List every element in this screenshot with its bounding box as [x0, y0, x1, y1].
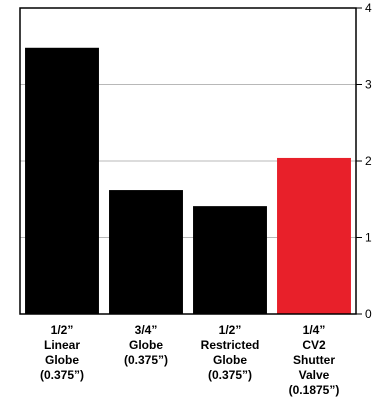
x-category-label: 1/4” CV2 Shutter Valve (0.1875”)	[289, 323, 340, 397]
x-category-label-line: Globe	[213, 353, 247, 367]
x-category-label-line: (0.375”)	[208, 368, 252, 382]
bars	[25, 47, 351, 314]
y-tick-label: 0	[365, 307, 372, 321]
bar	[193, 206, 267, 314]
x-axis-labels: 1/2” Linear Globe (0.375”)3/4” Globe (0.375”)…	[40, 323, 339, 397]
x-category-label-line: Globe	[45, 353, 79, 367]
y-tick-label: 2	[365, 154, 372, 168]
x-category-label-line: CV2	[302, 338, 326, 352]
y-axis-ticks: 0 1 2 3 4	[356, 1, 372, 321]
y-tick-label: 4	[365, 1, 372, 15]
bar	[25, 47, 99, 314]
bar	[109, 190, 183, 314]
x-category-label-line: (0.1875”)	[289, 383, 340, 397]
x-category-label: 3/4” Globe (0.375”)	[124, 323, 168, 367]
x-category-label-line: 1/2”	[219, 323, 242, 337]
bar	[277, 157, 351, 314]
x-category-label-line: Globe	[129, 338, 163, 352]
x-category-label-line: Restricted	[201, 338, 260, 352]
x-category-label-line: Linear	[44, 338, 80, 352]
x-category-label-line: Valve	[299, 368, 330, 382]
x-category-label-line: (0.375”)	[124, 353, 168, 367]
x-category-label-line: 1/2”	[51, 323, 74, 337]
x-category-label: 1/2” Restricted Globe (0.375”)	[201, 323, 260, 382]
x-category-label-line: Shutter	[293, 353, 335, 367]
x-category-label-line: (0.375”)	[40, 368, 84, 382]
x-category-label: 1/2” Linear Globe (0.375”)	[40, 323, 84, 382]
y-tick-label: 1	[365, 231, 372, 245]
x-category-label-line: 3/4”	[135, 323, 158, 337]
y-tick-label: 3	[365, 78, 372, 92]
x-category-label-line: 1/4”	[303, 323, 326, 337]
